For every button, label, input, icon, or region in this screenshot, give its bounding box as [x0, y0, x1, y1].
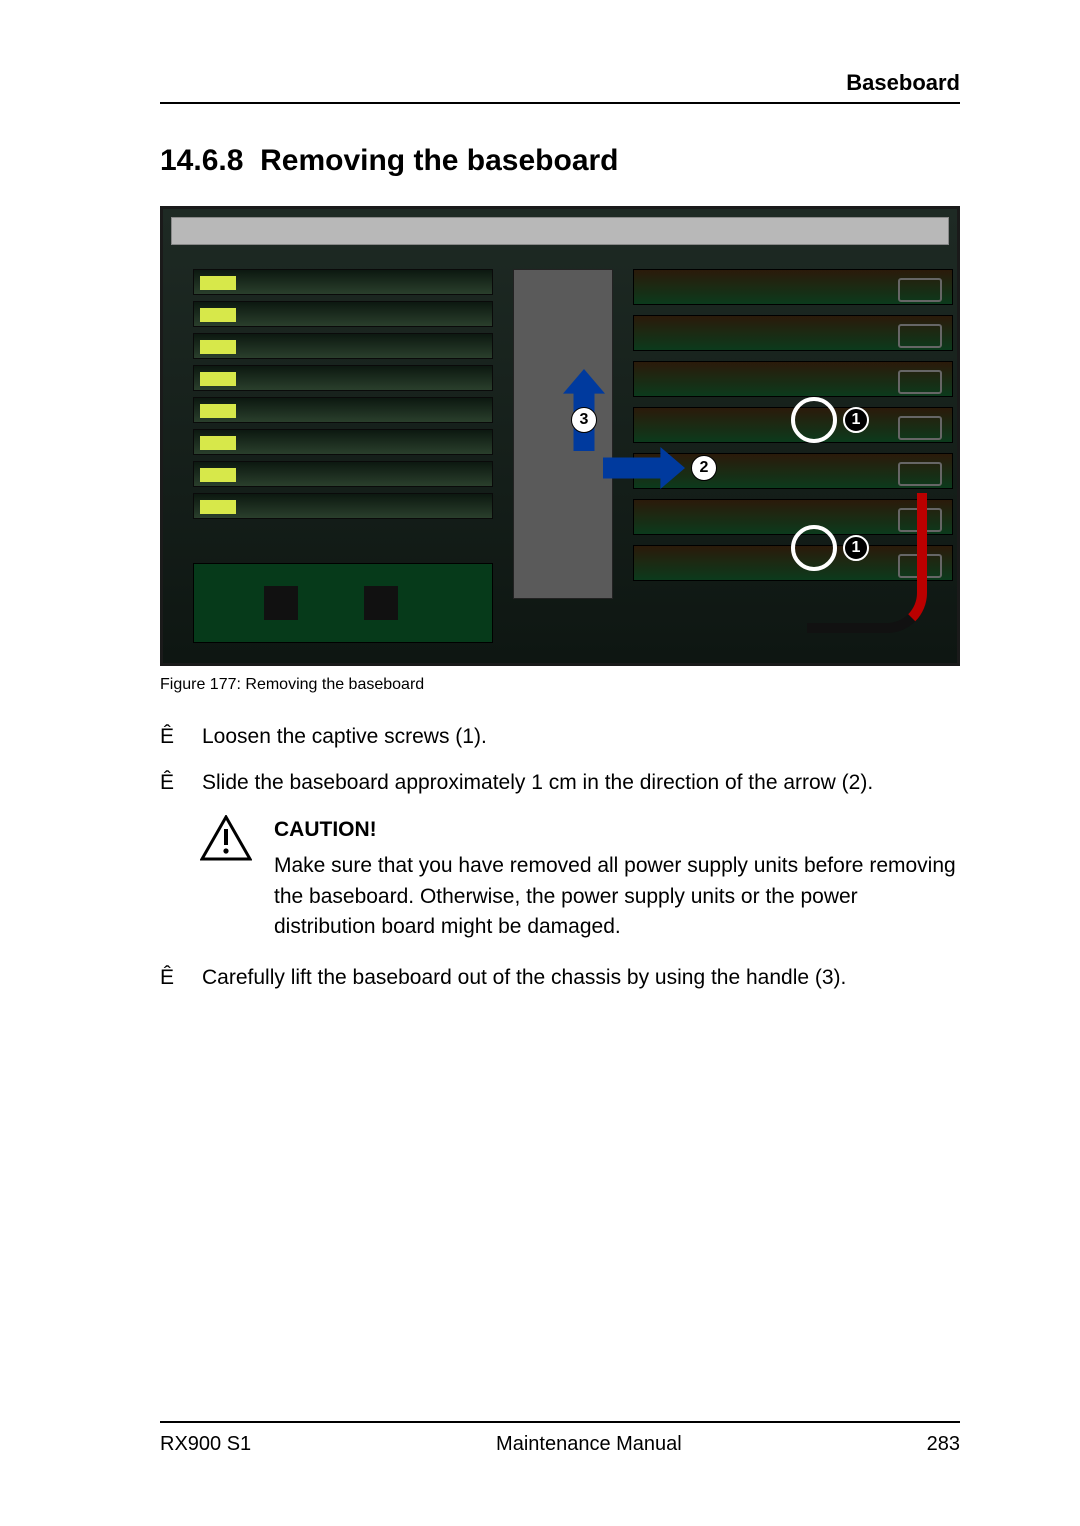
- step-text: Loosen the captive screws (1).: [202, 722, 487, 752]
- callout-number-3: 3: [571, 407, 597, 433]
- section-number: 14.6.8: [160, 144, 243, 177]
- caution-body: Make sure that you have removed all powe…: [274, 854, 956, 938]
- caution-triangle-icon: [200, 815, 252, 861]
- footer-rule: [160, 1421, 960, 1423]
- figure-bottom-board: [193, 563, 493, 643]
- step-3: Ê Carefully lift the baseboard out of th…: [160, 963, 960, 993]
- callout-number-2: 2: [691, 455, 717, 481]
- footer-center: Maintenance Manual: [496, 1433, 682, 1456]
- callout-ring-top-icon: [791, 397, 837, 443]
- step-text: Slide the baseboard approximately 1 cm i…: [202, 768, 873, 798]
- section-heading: 14.6.8 Removing the baseboard: [160, 144, 960, 178]
- callout-number-1-top: 1: [843, 407, 869, 433]
- step-marker: Ê: [160, 722, 182, 752]
- figure-baseboard: 3 2 1 1: [160, 206, 960, 666]
- callout-ring-bottom-icon: [791, 525, 837, 571]
- step-2: Ê Slide the baseboard approximately 1 cm…: [160, 768, 960, 798]
- caution-block: CAUTION! Make sure that you have removed…: [200, 815, 960, 943]
- step-text: Carefully lift the baseboard out of the …: [202, 963, 846, 993]
- figure-caption-prefix: Figure 177:: [160, 676, 241, 693]
- section-title-text: Removing the baseboard: [260, 144, 618, 177]
- page-footer: RX900 S1 Maintenance Manual 283: [160, 1421, 960, 1456]
- figure-chassis-top: [171, 217, 949, 245]
- figure-caption: Figure 177: Removing the baseboard: [160, 676, 960, 694]
- header-rule: [160, 102, 960, 104]
- page-header-section: Baseboard: [846, 70, 960, 96]
- step-marker: Ê: [160, 768, 182, 798]
- footer-right: 283: [927, 1433, 960, 1456]
- step-1: Ê Loosen the captive screws (1).: [160, 722, 960, 752]
- step-marker: Ê: [160, 963, 182, 993]
- callout-number-1-bottom: 1: [843, 535, 869, 561]
- figure-left-slots: [193, 269, 493, 599]
- footer-left: RX900 S1: [160, 1433, 251, 1456]
- figure-mid-plate: [513, 269, 613, 599]
- figure-caption-text: Removing the baseboard: [245, 676, 424, 693]
- caution-label: CAUTION!: [274, 815, 960, 845]
